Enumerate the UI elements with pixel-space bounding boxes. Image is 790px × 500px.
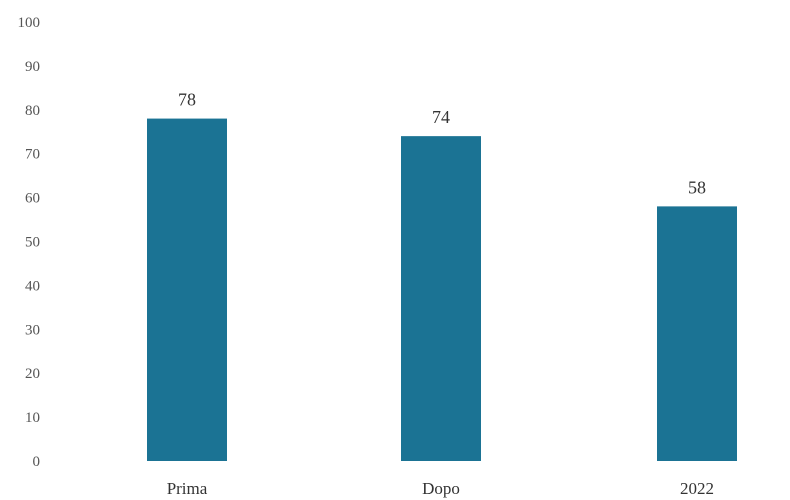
y-tick-label-40: 40	[25, 278, 40, 294]
y-tick-label-80: 80	[25, 103, 40, 119]
y-axis: 0 10 20 30 40 50 60 70 80 90 100	[18, 15, 41, 470]
y-tick-label-30: 30	[25, 322, 40, 338]
y-tick-label-50: 50	[25, 235, 40, 251]
data-label-dopo: 74	[432, 107, 450, 127]
y-tick-label-90: 90	[25, 59, 40, 75]
y-tick-label-0: 0	[33, 454, 41, 470]
data-label-2022: 58	[688, 177, 706, 197]
bars	[147, 118, 737, 461]
x-tick-label-prima: Prima	[167, 479, 208, 498]
x-tick-label-dopo: Dopo	[422, 479, 460, 498]
x-tick-label-2022: 2022	[680, 479, 714, 498]
data-labels: 78 74 58	[178, 90, 706, 198]
y-tick-label-100: 100	[18, 15, 41, 31]
y-tick-label-10: 10	[25, 410, 40, 426]
data-label-prima: 78	[178, 90, 196, 110]
y-tick-label-20: 20	[25, 366, 40, 382]
x-axis: Prima Dopo 2022	[167, 479, 714, 498]
bar-dopo	[401, 136, 481, 461]
bar-prima	[147, 118, 227, 461]
bar-2022	[657, 206, 737, 461]
y-tick-label-70: 70	[25, 147, 40, 163]
y-tick-label-60: 60	[25, 191, 40, 207]
